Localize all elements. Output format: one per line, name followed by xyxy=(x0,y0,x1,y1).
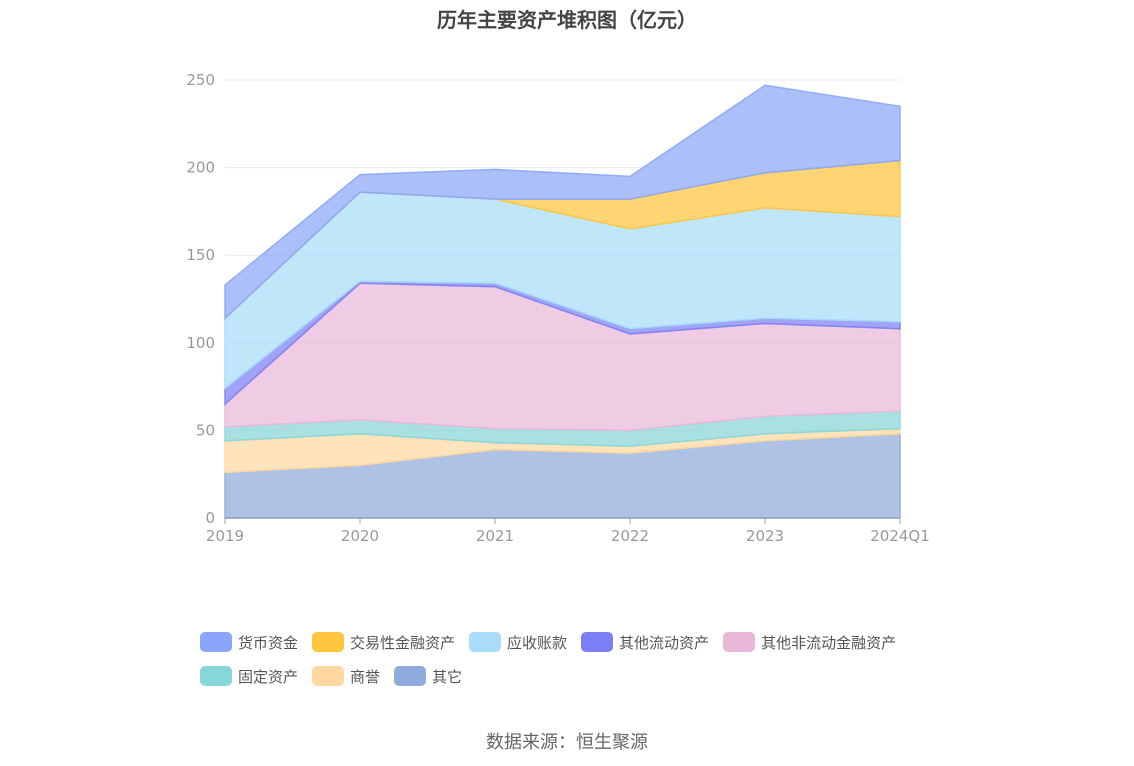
y-tick-label: 200 xyxy=(186,159,215,177)
legend-item[interactable]: 其他流动资产 xyxy=(581,630,709,654)
y-tick-label: 250 xyxy=(186,71,215,89)
legend-swatch xyxy=(581,632,614,652)
legend-swatch xyxy=(200,666,232,686)
legend-swatch xyxy=(200,632,232,652)
stacked-area-chart: 0 50 100 150 200 250 2019 2020 2021 2022 2023 2024Q… xyxy=(186,71,929,545)
legend-label: 其他非流动金融资产 xyxy=(761,633,897,652)
area-series xyxy=(224,84,901,519)
legend-item[interactable]: 交易性金融资产 xyxy=(312,630,455,654)
legend-swatch xyxy=(312,666,345,686)
legend-label: 其他流动资产 xyxy=(619,633,710,652)
legend-label: 固定资产 xyxy=(238,667,299,686)
y-tick-label: 50 xyxy=(196,421,215,439)
legend: 货币资金 交易性金融资产 应收账款 其他流动资产 其他非流动金融资产固定资产 商誉 其它 xyxy=(200,630,960,698)
legend-item[interactable]: 固定资产 xyxy=(200,664,298,688)
area-series-7[interactable] xyxy=(224,84,901,321)
legend-label: 交易性金融资产 xyxy=(350,633,456,652)
axes: 0 50 100 150 200 250 2019 2020 2021 2022 2023 2024Q… xyxy=(186,71,929,545)
legend-label: 商誉 xyxy=(350,667,381,686)
x-tick-label: 2023 xyxy=(746,527,784,545)
x-tick-label: 2024Q1 xyxy=(870,527,930,545)
y-tick-label: 100 xyxy=(186,334,215,352)
legend-swatch xyxy=(312,632,345,652)
legend-swatch xyxy=(394,666,427,686)
legend-label: 货币资金 xyxy=(238,633,299,652)
legend-item[interactable]: 其他非流动金融资产 xyxy=(723,630,896,654)
x-tick-label: 2020 xyxy=(341,527,379,545)
y-tick-label: 150 xyxy=(186,246,215,264)
legend-swatch xyxy=(469,632,502,652)
legend-swatch xyxy=(723,632,756,652)
y-tick-label: 0 xyxy=(205,509,215,527)
legend-item[interactable]: 商誉 xyxy=(312,664,380,688)
legend-item[interactable]: 货币资金 xyxy=(200,630,298,654)
legend-label: 应收账款 xyxy=(507,633,568,652)
legend-item[interactable]: 其它 xyxy=(394,664,462,688)
legend-item[interactable]: 应收账款 xyxy=(469,630,567,654)
legend-label: 其它 xyxy=(432,667,463,686)
x-tick-label: 2019 xyxy=(206,527,244,545)
x-tick-label: 2022 xyxy=(611,527,649,545)
chart-title: 历年主要资产堆积图（亿元） xyxy=(437,8,697,32)
x-tick-label: 2021 xyxy=(476,527,514,545)
source-note: 数据来源：恒生聚源 xyxy=(486,732,648,753)
